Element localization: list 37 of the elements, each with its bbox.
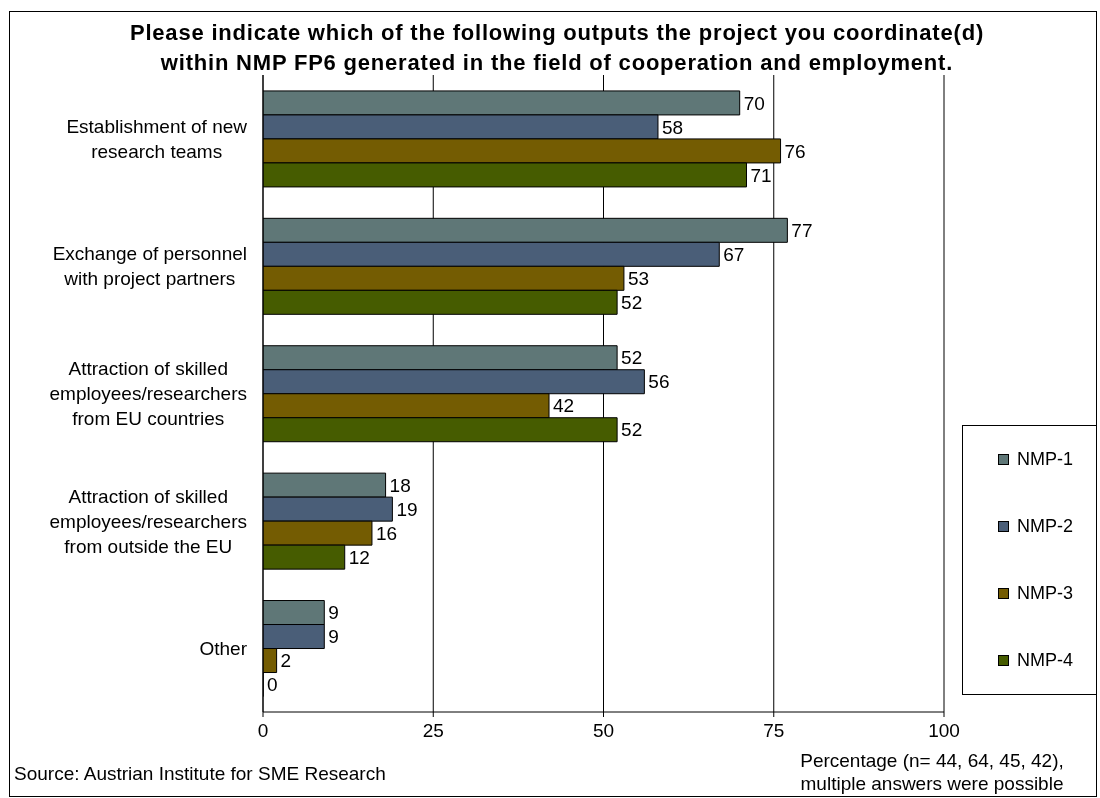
legend-label: NMP-1 <box>1017 449 1074 470</box>
data-label: 12 <box>348 546 370 568</box>
data-label: 16 <box>375 522 398 544</box>
data-label: 76 <box>784 140 806 162</box>
data-label: 42 <box>553 395 575 417</box>
x-tick-label: 75 <box>763 720 785 742</box>
data-label: 52 <box>621 419 643 441</box>
y-tick-label: Attraction of skilled employees/researchers from outside the EU <box>49 485 247 557</box>
data-label: 67 <box>723 243 745 265</box>
x-tick-label: 25 <box>422 720 444 742</box>
x-axis-title: Percentage (n= 44, 64, 45, 42), multiple answers were possible <box>799 749 1065 795</box>
legend-label: NMP-3 <box>1017 583 1074 604</box>
legend-label: NMP-2 <box>1017 516 1074 537</box>
y-tick-label: Exchange of personnel with project partners <box>52 243 248 290</box>
y-tick-label: Other <box>199 637 248 659</box>
x-tick-label: 100 <box>928 720 960 742</box>
legend-label: NMP-4 <box>1017 650 1074 671</box>
data-label: 52 <box>621 347 643 369</box>
data-label: 77 <box>791 219 813 241</box>
data-label: 9 <box>328 602 339 624</box>
data-label: 0 <box>267 674 278 696</box>
source-note: Source: Austrian Institute for SME Research <box>14 763 386 785</box>
x-tick-label: 50 <box>592 720 615 742</box>
data-label: 58 <box>661 116 684 138</box>
x-tick-label: 0 <box>257 720 269 742</box>
chart-title: Please indicate which of the following outputs the project you coordinate(d) within NMP FP6 generated in the field of cooperation and employment. <box>128 19 986 77</box>
data-label: 56 <box>648 371 670 393</box>
data-label: 2 <box>280 650 292 672</box>
data-label: 52 <box>621 291 643 313</box>
data-label: 53 <box>627 267 650 289</box>
data-label: 70 <box>743 92 765 114</box>
y-tick-label: Establishment of new research teams <box>66 115 248 162</box>
data-label: 19 <box>396 498 418 520</box>
y-tick-label: Attraction of skilled employees/researchers from EU countries <box>49 358 247 430</box>
data-label: 9 <box>328 626 339 648</box>
data-label: 71 <box>750 164 772 186</box>
data-label: 18 <box>389 474 411 496</box>
